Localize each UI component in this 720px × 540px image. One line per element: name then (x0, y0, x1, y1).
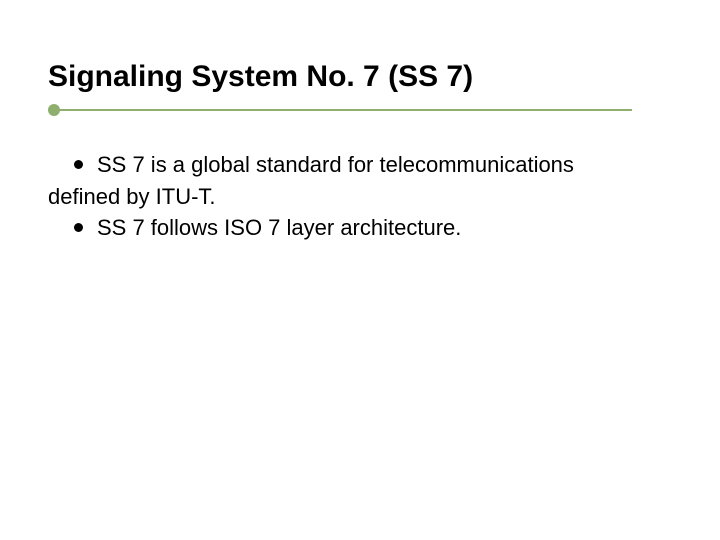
bullet-marker-icon (74, 223, 83, 232)
bullet-item: SS 7 is a global standard for telecommun… (48, 150, 672, 180)
bullet-text: SS 7 is a global standard for telecommun… (97, 152, 574, 177)
underline-line (54, 109, 632, 111)
title-block: Signaling System No. 7 (SS 7) (48, 60, 672, 116)
bullet-text: SS 7 follows ISO 7 layer architecture. (97, 215, 461, 240)
bullet-marker-icon (74, 160, 83, 169)
bullet-continuation: defined by ITU-T. (48, 182, 672, 212)
slide-content: SS 7 is a global standard for telecommun… (48, 150, 672, 243)
slide: Signaling System No. 7 (SS 7) SS 7 is a … (0, 0, 720, 540)
title-underline (48, 104, 672, 116)
slide-title: Signaling System No. 7 (SS 7) (48, 60, 672, 94)
bullet-item: SS 7 follows ISO 7 layer architecture. (48, 213, 672, 243)
